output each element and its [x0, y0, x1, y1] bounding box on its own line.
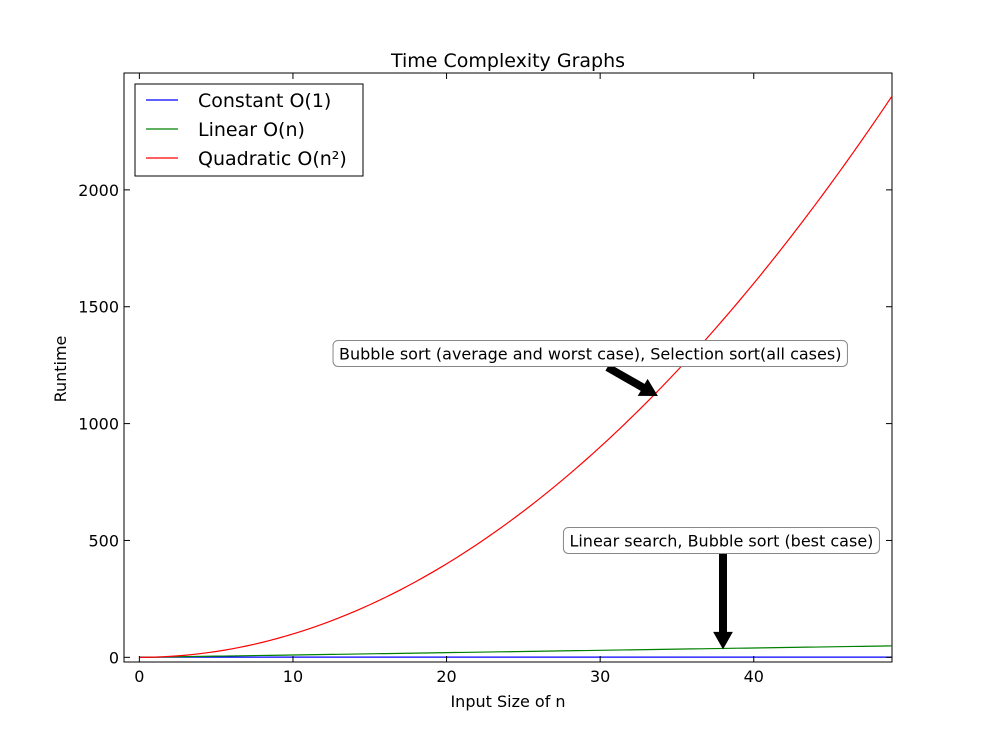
x-tick-label: 30: [590, 667, 610, 686]
annotation-arrow-1: [605, 363, 658, 397]
plot-area: Bubble sort (average and worst case), Se…: [123, 72, 893, 663]
chart-title: Time Complexity Graphs: [390, 50, 625, 72]
legend-label-constant: Constant O(1): [198, 90, 331, 112]
legend-label-quadratic: Quadratic O(n²): [198, 148, 347, 170]
annotation-box-2: [562, 526, 880, 554]
x-tick-label: 0: [134, 667, 144, 686]
y-tick-label: 1500: [78, 298, 119, 317]
legend-box: [134, 83, 364, 177]
x-tick-label: 20: [436, 667, 456, 686]
x-tick-label: 10: [283, 667, 303, 686]
series-line-quadratic: [139, 95, 893, 658]
annotation-arrow-2: [713, 552, 733, 650]
y-tick-label: 2000: [78, 181, 119, 200]
y-tick-label: 0: [109, 648, 119, 667]
series-line-linear: [139, 645, 893, 658]
plot-frame: [123, 72, 893, 663]
x-tick-label: 40: [744, 667, 764, 686]
y-tick-label: 500: [88, 531, 119, 550]
annotation-box-1: [332, 339, 848, 367]
annotation-text-2: Linear search, Bubble sort (best case): [569, 531, 873, 550]
x-axis-label: Input Size of n: [450, 692, 565, 711]
y-axis-label: Runtime: [51, 336, 70, 403]
legend: Constant O(1) Linear O(n) Quadratic O(n²): [134, 83, 364, 177]
annotation-text-1: Bubble sort (average and worst case), Se…: [339, 344, 841, 363]
y-tick-label: 1000: [78, 415, 119, 434]
legend-label-linear: Linear O(n): [198, 119, 305, 141]
